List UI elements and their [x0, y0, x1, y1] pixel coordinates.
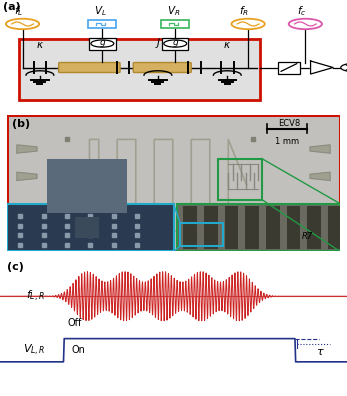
Circle shape — [231, 19, 265, 29]
Text: $f_c$: $f_c$ — [297, 4, 306, 18]
Bar — [162, 38, 188, 50]
Text: $f_R$: $f_R$ — [239, 4, 249, 18]
Text: R7: R7 — [302, 232, 313, 240]
Text: $J$: $J$ — [155, 36, 161, 50]
Polygon shape — [17, 145, 37, 153]
Polygon shape — [310, 172, 330, 181]
Bar — [47, 158, 127, 213]
FancyBboxPatch shape — [59, 63, 120, 72]
Text: On: On — [71, 345, 85, 356]
Text: $\kappa$: $\kappa$ — [36, 40, 44, 50]
Polygon shape — [310, 213, 330, 221]
Circle shape — [164, 40, 187, 47]
Bar — [19, 39, 260, 100]
Text: $f_{L,R}$: $f_{L,R}$ — [26, 289, 45, 304]
Bar — [161, 19, 189, 29]
Polygon shape — [310, 145, 330, 153]
Text: (c): (c) — [7, 262, 24, 272]
Bar — [278, 61, 300, 74]
Text: Off: Off — [68, 318, 82, 328]
Bar — [307, 206, 321, 249]
Circle shape — [91, 40, 114, 47]
Text: ECV8: ECV8 — [278, 119, 300, 128]
Bar — [89, 38, 116, 50]
Bar — [245, 206, 259, 249]
Bar — [184, 206, 197, 249]
Text: $V_{L,R}$: $V_{L,R}$ — [23, 343, 45, 358]
Bar — [75, 217, 99, 238]
Polygon shape — [17, 213, 37, 221]
Circle shape — [341, 63, 347, 72]
Text: (b): (b) — [12, 119, 30, 129]
Text: $f_L$: $f_L$ — [14, 4, 23, 18]
Bar — [204, 206, 218, 249]
Circle shape — [289, 19, 322, 29]
Bar — [88, 19, 116, 29]
Text: $g$: $g$ — [171, 38, 179, 49]
Bar — [328, 206, 341, 249]
Bar — [177, 204, 340, 251]
Bar — [266, 206, 280, 249]
Bar — [225, 206, 238, 249]
Text: (a): (a) — [3, 2, 21, 12]
Text: $g$: $g$ — [99, 38, 106, 49]
FancyBboxPatch shape — [133, 63, 191, 72]
Bar — [287, 206, 301, 249]
Text: 1 mm: 1 mm — [275, 137, 299, 146]
Text: $\kappa$: $\kappa$ — [223, 40, 231, 50]
Polygon shape — [311, 61, 333, 74]
Polygon shape — [17, 172, 37, 181]
Bar — [180, 223, 223, 246]
Text: $\tau$: $\tau$ — [316, 347, 324, 357]
Bar — [219, 158, 262, 200]
Text: $V_R$: $V_R$ — [167, 4, 180, 18]
Circle shape — [6, 19, 39, 29]
Bar — [7, 204, 174, 251]
Text: $V_L$: $V_L$ — [94, 4, 107, 18]
